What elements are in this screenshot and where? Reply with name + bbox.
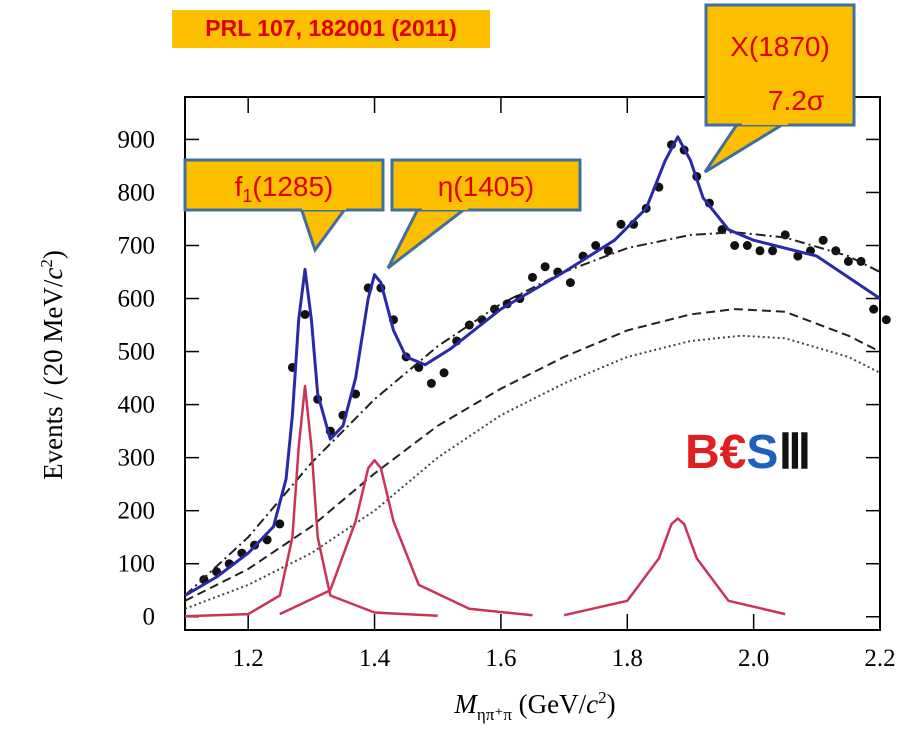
x-label-end: )	[607, 689, 616, 719]
callout-pointer	[703, 118, 796, 174]
annotation-main: f	[235, 171, 243, 202]
y-label-sup: 2	[37, 259, 56, 268]
data-point	[742, 240, 752, 250]
data-point	[591, 240, 601, 250]
x-tick-label: 1.6	[485, 645, 516, 672]
data-point	[843, 256, 853, 266]
data-point	[793, 251, 803, 261]
annotation: X(1870)	[730, 31, 830, 62]
x-tick-label: 1.4	[359, 645, 391, 672]
data-point	[565, 278, 575, 288]
y-tick-label: 100	[118, 551, 156, 578]
data-point	[818, 235, 828, 245]
data-point	[528, 272, 537, 282]
x-tick-label: 2.0	[738, 645, 769, 672]
y-tick-label: 0	[143, 604, 156, 631]
x-label-rest: (GeV/	[512, 689, 587, 719]
x-tick-label: 1.8	[612, 645, 643, 672]
callout-cover	[302, 202, 346, 210]
plot-frame	[184, 96, 881, 631]
x-label-italic: c	[586, 689, 598, 719]
component-curve	[279, 459, 533, 617]
data-point	[540, 262, 550, 272]
annotation-rest: (1285)	[252, 171, 333, 202]
data-point	[881, 315, 891, 325]
component-curve	[184, 308, 881, 602]
annotation-sub: 1	[242, 186, 252, 206]
annotation: f1(1285)	[235, 171, 334, 206]
y-tick-label: 700	[118, 232, 156, 259]
data-point	[275, 519, 285, 529]
x-label-sub: ηπ⁺π	[477, 705, 512, 724]
fit-curve	[184, 135, 881, 597]
data-point	[869, 304, 879, 314]
y-tick-label: 400	[118, 392, 156, 419]
callout-cover	[422, 202, 468, 210]
logo-part: Ⅲ	[778, 426, 811, 479]
callout-cover	[742, 117, 788, 125]
annotation: 7.2σ	[768, 85, 824, 116]
x-label-sup: 2	[598, 688, 607, 707]
y-tick-label: 800	[118, 179, 156, 206]
logo-part: B	[685, 426, 720, 479]
y-tick-label: 300	[118, 445, 156, 472]
data-point	[616, 219, 626, 229]
y-tick-label: 600	[118, 286, 156, 313]
x-axis-label: Mηπ⁺π (GeV/c2)	[453, 688, 615, 724]
x-tick-label: 2.2	[864, 645, 895, 672]
x-tick-label: 1.2	[233, 645, 264, 672]
title-box	[172, 10, 490, 48]
y-tick-label: 500	[118, 339, 156, 366]
component-curve	[184, 384, 438, 618]
data-point	[426, 378, 436, 388]
annotation: η(1405)	[438, 171, 535, 202]
data-point	[730, 240, 740, 250]
x-label-main: M	[453, 689, 478, 719]
data-point	[755, 246, 765, 256]
y-label-end: )	[38, 250, 68, 259]
component-curve	[563, 517, 786, 617]
y-label-italic: c	[38, 268, 68, 280]
y-tick-label: 900	[118, 126, 156, 153]
data-point	[464, 320, 474, 330]
data-point	[300, 309, 310, 319]
callout-box	[704, 3, 856, 127]
y-axis-label: Events / (20 MeV/c2)	[37, 250, 68, 480]
callout-box	[183, 158, 385, 212]
callout-box	[390, 158, 582, 212]
logo: B€SⅢ	[685, 426, 811, 479]
logo-part: S	[746, 426, 778, 479]
y-tick-label: 200	[118, 498, 156, 525]
chart-title: PRL 107, 182001 (2011)	[205, 15, 456, 41]
y-label-main: Events / (20 MeV/	[38, 279, 68, 480]
data-point	[603, 246, 613, 256]
logo-part: €	[720, 426, 747, 479]
callout-pointer	[297, 203, 351, 254]
data-point	[439, 368, 449, 378]
data-point	[768, 246, 778, 256]
callout-pointer	[386, 203, 475, 270]
